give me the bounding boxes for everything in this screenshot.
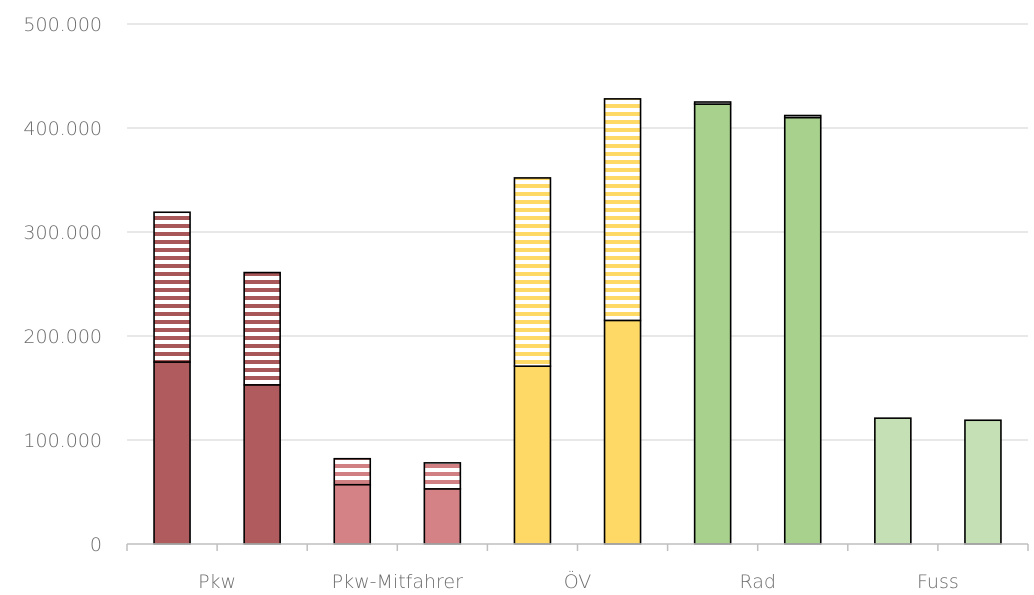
bar-segment-solid (783, 116, 822, 545)
bar-segment-striped (243, 271, 281, 386)
x-category-label: Rad (739, 571, 776, 593)
bar-segment-striped (153, 211, 191, 363)
bar-segment-solid (693, 103, 732, 545)
bar-segment-striped (423, 462, 462, 490)
bar-segment-striped (783, 114, 822, 119)
bar-segment-solid (423, 488, 462, 545)
bars (153, 98, 1002, 545)
bar-segment-striped (603, 98, 642, 322)
bar-segment-solid (513, 365, 552, 545)
y-tick-label: 500.000 (23, 14, 102, 36)
bar-segment-solid (243, 384, 281, 545)
x-category-label: ÖV (564, 570, 592, 593)
bar-segment-striped (513, 177, 552, 367)
bar-segment-solid (874, 417, 912, 545)
bar-segment-striped (693, 101, 732, 105)
bar-segment-solid (333, 483, 372, 545)
bar-segment-solid (603, 319, 642, 545)
y-tick-label: 200.000 (23, 326, 102, 348)
x-axis: Pkw Pkw-Mitfahrer ÖV Rad Fuss (126, 543, 1029, 593)
y-tick-label: 100.000 (23, 430, 102, 452)
y-tick-label: 300.000 (23, 222, 102, 244)
x-category-label: Pkw (198, 571, 236, 593)
x-category-label: Fuss (917, 571, 959, 593)
y-tick-label: 0 (90, 534, 102, 556)
bar-segment-striped (333, 457, 372, 486)
bar-segment-solid (153, 361, 191, 545)
bar-segment-solid (964, 419, 1002, 545)
x-category-label: Pkw-Mitfahrer (332, 571, 463, 593)
y-tick-label: 400.000 (23, 118, 102, 140)
y-axis-ticks: 0 100.000 200.000 300.000 400.000 500.000 (23, 14, 102, 556)
